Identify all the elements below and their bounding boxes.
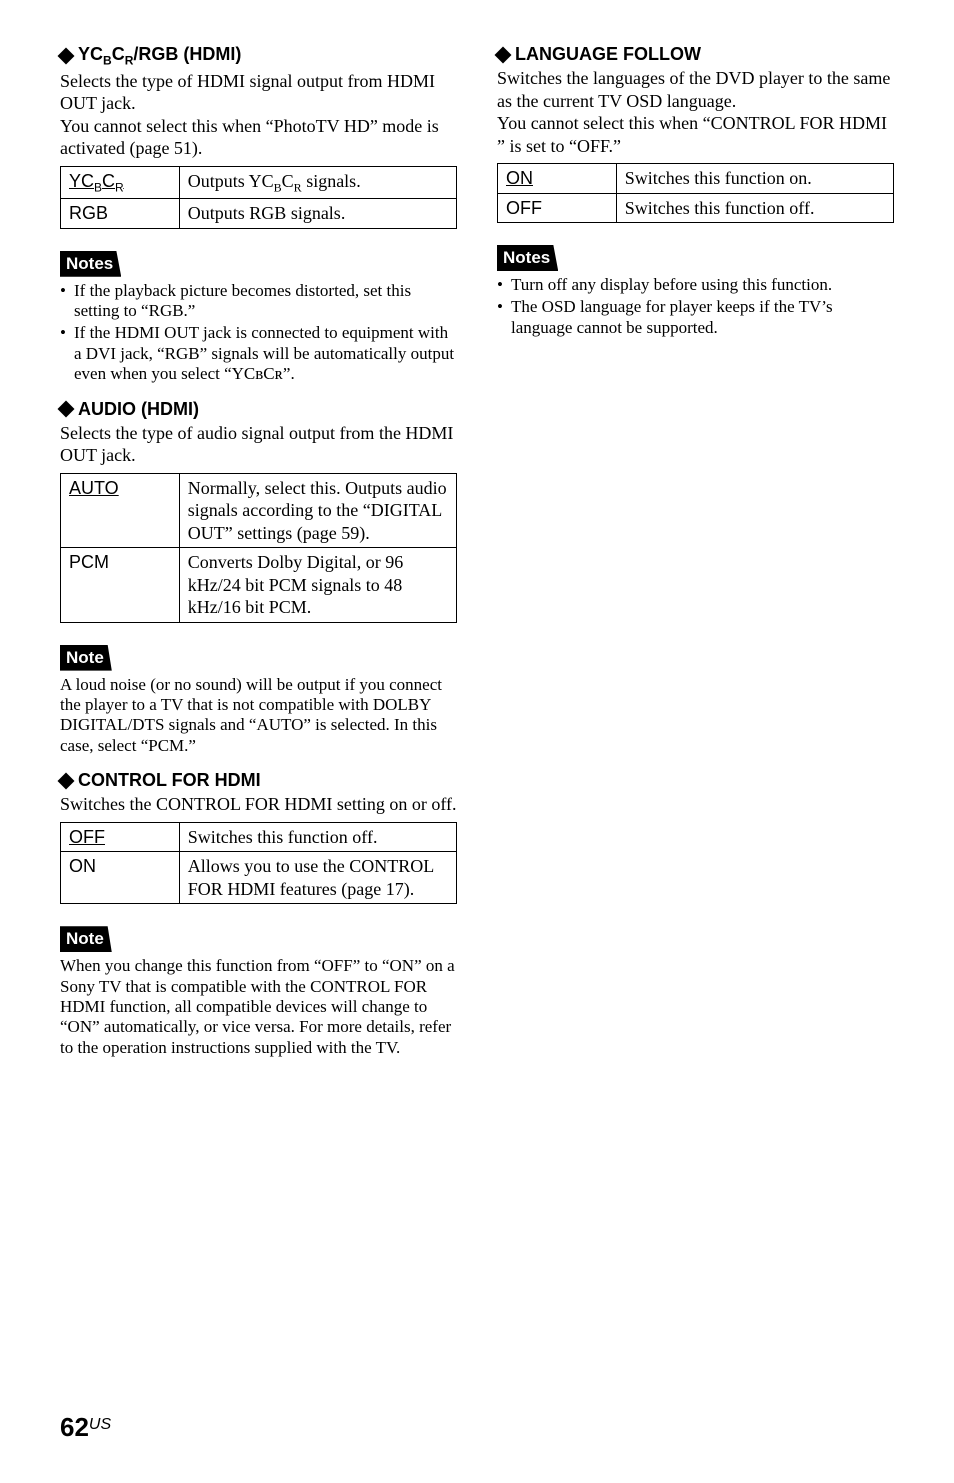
- cell: Converts Dolby Digital, or 96 kHz/24 bit…: [179, 548, 456, 623]
- table-row: RGB Outputs RGB signals.: [61, 199, 457, 229]
- note-label: Note: [60, 645, 112, 671]
- heading-audio-hdmi: AUDIO (HDMI): [60, 399, 457, 420]
- cell: Switches this function on.: [616, 164, 893, 194]
- cell: RGB: [61, 199, 180, 229]
- table-audio-hdmi: AUTO Normally, select this. Outputs audi…: [60, 473, 457, 623]
- cell: YCBCR: [61, 166, 180, 199]
- t: C: [282, 171, 294, 191]
- cell: Outputs YCBCR signals.: [179, 166, 456, 199]
- cell: OFF: [498, 193, 617, 223]
- cell: Normally, select this. Outputs audio sig…: [179, 473, 456, 548]
- cell: Switches this function off.: [616, 193, 893, 223]
- h1-mid: C: [112, 44, 125, 64]
- t: YC: [69, 171, 94, 191]
- h-right-text: LANGUAGE FOLLOW: [515, 44, 701, 65]
- diamond-icon: [58, 401, 75, 418]
- table-row: OFF Switches this function off.: [61, 822, 457, 852]
- table-row: ON Allows you to use the CONTROL FOR HDM…: [61, 852, 457, 904]
- cell: OFF: [61, 822, 180, 852]
- control-hdmi-body: Switches the CONTROL FOR HDMI setting on…: [60, 793, 457, 816]
- diamond-icon: [58, 47, 75, 64]
- cell: ON: [498, 164, 617, 194]
- cell: PCM: [61, 548, 180, 623]
- t: C: [102, 171, 115, 191]
- t: ON: [506, 168, 533, 188]
- table-row: OFF Switches this function off.: [498, 193, 894, 223]
- notes-label: Notes: [60, 251, 121, 277]
- diamond-icon: [58, 772, 75, 789]
- table-control-hdmi: OFF Switches this function off. ON Allow…: [60, 822, 457, 905]
- cell: Allows you to use the CONTROL FOR HDMI f…: [179, 852, 456, 904]
- t: R: [115, 180, 124, 194]
- cell: AUTO: [61, 473, 180, 548]
- note-label: Note: [60, 926, 112, 952]
- list-item: If the playback picture becomes distorte…: [60, 281, 457, 322]
- list-item: The OSD language for player keeps if the…: [497, 297, 894, 338]
- t: R: [294, 180, 302, 194]
- h1-suf: /RGB (HDMI): [133, 44, 241, 64]
- heading-control-hdmi: CONTROL FOR HDMI: [60, 770, 457, 791]
- table-language-follow: ON Switches this function on. OFF Switch…: [497, 163, 894, 223]
- t: B: [94, 180, 102, 194]
- list-item: If the HDMI OUT jack is connected to equ…: [60, 323, 457, 384]
- h2-text: AUDIO (HDMI): [78, 399, 199, 420]
- table-row: PCM Converts Dolby Digital, or 96 kHz/24…: [61, 548, 457, 623]
- cell: Outputs RGB signals.: [179, 199, 456, 229]
- language-follow-body: Switches the languages of the DVD player…: [497, 67, 894, 157]
- notes-label: Notes: [497, 245, 558, 271]
- t: Outputs YC: [188, 171, 274, 191]
- left-column: YCBCR/RGB (HDMI) Selects the type of HDM…: [60, 40, 457, 1058]
- cell: Switches this function off.: [179, 822, 456, 852]
- heading-ycbcr: YCBCR/RGB (HDMI): [60, 44, 457, 68]
- t: AUTO: [69, 478, 119, 498]
- h3-text: CONTROL FOR HDMI: [78, 770, 261, 791]
- diamond-icon: [495, 46, 512, 63]
- audio-hdmi-body: Selects the type of audio signal output …: [60, 422, 457, 467]
- table-ycbcr: YCBCR Outputs YCBCR signals. RGB Outputs…: [60, 166, 457, 229]
- note3-body: When you change this function from “OFF”…: [60, 956, 457, 1058]
- page-locale: US: [89, 1416, 111, 1433]
- table-row: AUTO Normally, select this. Outputs audi…: [61, 473, 457, 548]
- page-footer: 62US: [60, 1412, 111, 1443]
- t: B: [274, 180, 282, 194]
- notes-list-right: Turn off any display before using this f…: [497, 275, 894, 338]
- list-item: Turn off any display before using this f…: [497, 275, 894, 295]
- ycbcr-body: Selects the type of HDMI signal output f…: [60, 70, 457, 160]
- t: signals.: [302, 171, 361, 191]
- page-number: 62: [60, 1412, 89, 1442]
- t: OFF: [69, 827, 105, 847]
- table-row: ON Switches this function on.: [498, 164, 894, 194]
- heading-language-follow: LANGUAGE FOLLOW: [497, 44, 894, 65]
- table-row: YCBCR Outputs YCBCR signals.: [61, 166, 457, 199]
- right-column: LANGUAGE FOLLOW Switches the languages o…: [497, 40, 894, 1058]
- notes-list-1: If the playback picture becomes distorte…: [60, 281, 457, 385]
- h1-pre: YC: [78, 44, 103, 64]
- h1-sub1: B: [103, 54, 112, 68]
- cell: ON: [61, 852, 180, 904]
- note2-body: A loud noise (or no sound) will be outpu…: [60, 675, 457, 757]
